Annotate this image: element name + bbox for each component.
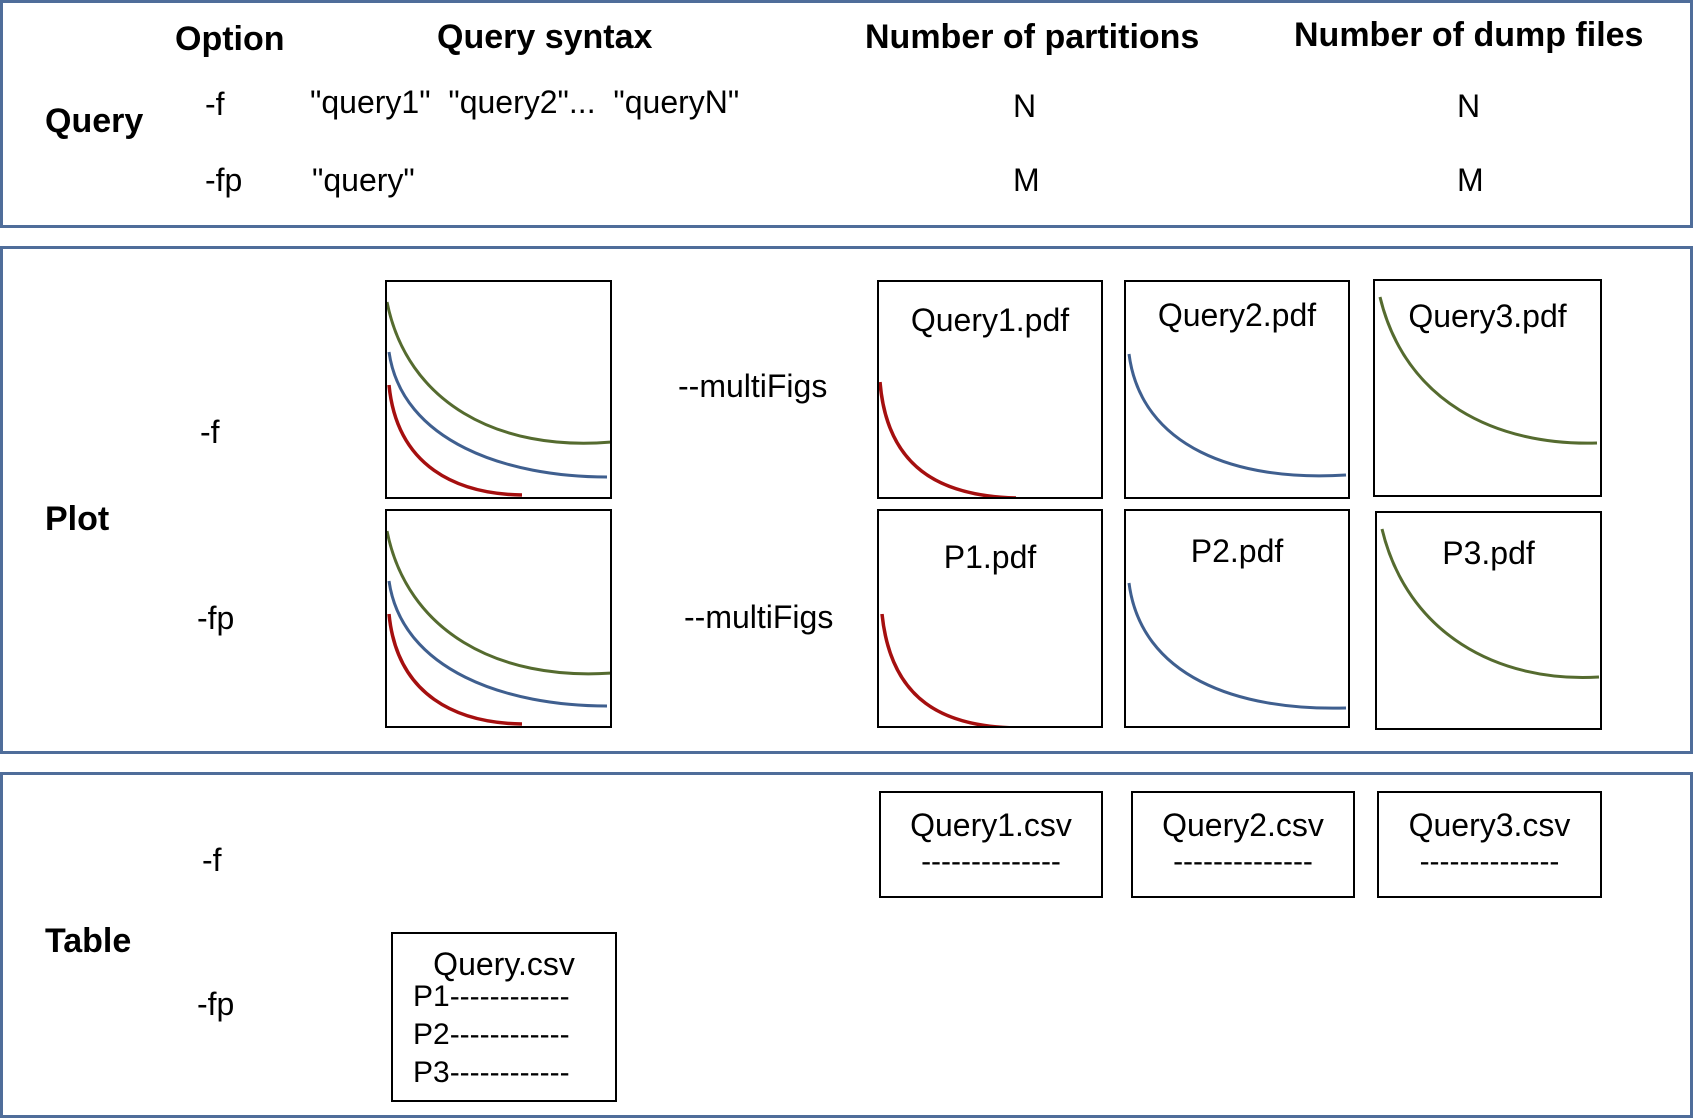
query-row-f-dumps: N: [1457, 88, 1481, 124]
query-row-f-partitions: N: [1013, 88, 1037, 124]
csv-file-line: --------------: [921, 845, 1061, 878]
section-label-table: Table: [45, 922, 132, 960]
csv-partition-line: P1------------: [413, 980, 570, 1013]
csv-partition-line: P2------------: [413, 1018, 570, 1051]
csv-partition-lines: P1------------ P2------------ P3--------…: [413, 978, 570, 1092]
plot-row-fp-option: -fp: [197, 600, 235, 636]
csv-file-name: Query1.csv: [910, 807, 1072, 843]
header-query-syntax: Query syntax: [437, 18, 653, 56]
green-curve: [1380, 528, 1600, 679]
blue-curve: [1127, 582, 1347, 710]
pdf-file-name: P3.pdf: [1442, 535, 1535, 571]
pdf-file-name: P1.pdf: [943, 539, 1037, 575]
pdf-file-name: P2.pdf: [1190, 533, 1284, 569]
query-panel: [0, 0, 1693, 228]
header-number-of-partitions: Number of partitions: [865, 18, 1200, 56]
combined-plot-f-graphic: [387, 301, 610, 497]
csv-file-query1: Query1.csv --------------: [879, 791, 1103, 898]
plot-row-fp-flag: --multiFigs: [684, 599, 834, 635]
csv-file-line: --------------: [1173, 845, 1313, 878]
section-label-query: Query: [45, 102, 144, 140]
table-row-f-option: -f: [202, 842, 222, 878]
csv-file-name: Query3.csv: [1408, 807, 1571, 843]
pdf-file-name: Query3.pdf: [1408, 298, 1567, 334]
blue-curve: [1127, 353, 1347, 478]
combined-plot-f: [385, 280, 612, 499]
header-option: Option: [175, 20, 285, 58]
query-row-f-option: -f: [205, 86, 225, 122]
pdf-file-p1: P1.pdf: [877, 509, 1103, 728]
csv-file-query: Query.csv P1------------ P2------------ …: [391, 932, 617, 1102]
query-row-fp-partitions: M: [1013, 162, 1040, 198]
header-number-of-dump-files: Number of dump files: [1294, 16, 1644, 54]
red-curve: [879, 381, 1017, 497]
query-row-fp-option: -fp: [205, 162, 243, 198]
plot-row-f-option: -f: [200, 414, 220, 450]
red-curve: [880, 613, 1012, 726]
pdf-file-p2: P2.pdf: [1124, 509, 1350, 728]
pdf-file-p3: P3.pdf: [1375, 511, 1602, 730]
plot-row-f-flag: --multiFigs: [678, 368, 828, 404]
green-curve: [1378, 296, 1598, 445]
csv-partition-line: P3------------: [413, 1056, 570, 1089]
csv-file-query2: Query2.csv --------------: [1131, 791, 1355, 898]
csv-file-name: Query.csv: [433, 946, 575, 982]
query-row-fp-syntax: "query": [312, 162, 415, 198]
query-row-f-syntax: "query1" "query2"... "queryN": [310, 84, 740, 120]
csv-file-name: Query2.csv: [1162, 807, 1324, 843]
csv-file-line: --------------: [1419, 845, 1560, 878]
combined-plot-fp-graphic: [387, 530, 610, 726]
pdf-file-query3: Query3.pdf: [1373, 279, 1602, 497]
pdf-file-query1: Query1.pdf: [877, 280, 1103, 499]
table-row-fp-option: -fp: [197, 986, 235, 1022]
section-label-plot: Plot: [45, 500, 110, 538]
combined-plot-fp: [385, 509, 612, 728]
query-row-fp-dumps: M: [1457, 162, 1484, 198]
pdf-file-query2: Query2.pdf: [1124, 280, 1350, 499]
pdf-file-name: Query1.pdf: [910, 302, 1070, 338]
pdf-file-name: Query2.pdf: [1157, 297, 1317, 333]
csv-file-query3: Query3.csv --------------: [1377, 791, 1602, 898]
